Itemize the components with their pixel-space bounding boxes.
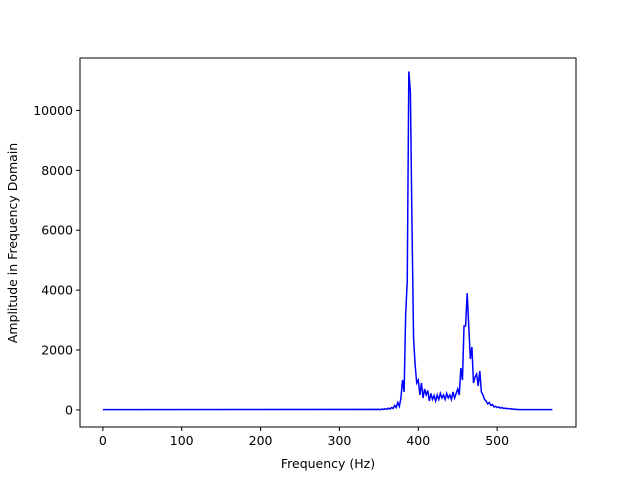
x-axis-label: Frequency (Hz) xyxy=(281,456,375,471)
x-tick-label: 0 xyxy=(99,433,107,448)
x-tick-label: 400 xyxy=(406,433,430,448)
x-tick-label: 100 xyxy=(170,433,194,448)
y-tick-label: 8000 xyxy=(41,163,73,178)
y-tick-label: 4000 xyxy=(41,283,73,298)
series-line xyxy=(102,71,553,411)
x-tick-label: 200 xyxy=(249,433,273,448)
y-tick-label: 6000 xyxy=(41,223,73,238)
x-tick-label: 500 xyxy=(485,433,509,448)
plot-frame xyxy=(79,57,577,428)
y-tick-label: 10000 xyxy=(33,103,73,118)
y-tick-label: 0 xyxy=(65,402,73,417)
x-tick-label: 300 xyxy=(328,433,352,448)
y-axis-label: Amplitude in Frequency Domain xyxy=(5,143,20,343)
y-tick-label: 2000 xyxy=(41,343,73,358)
